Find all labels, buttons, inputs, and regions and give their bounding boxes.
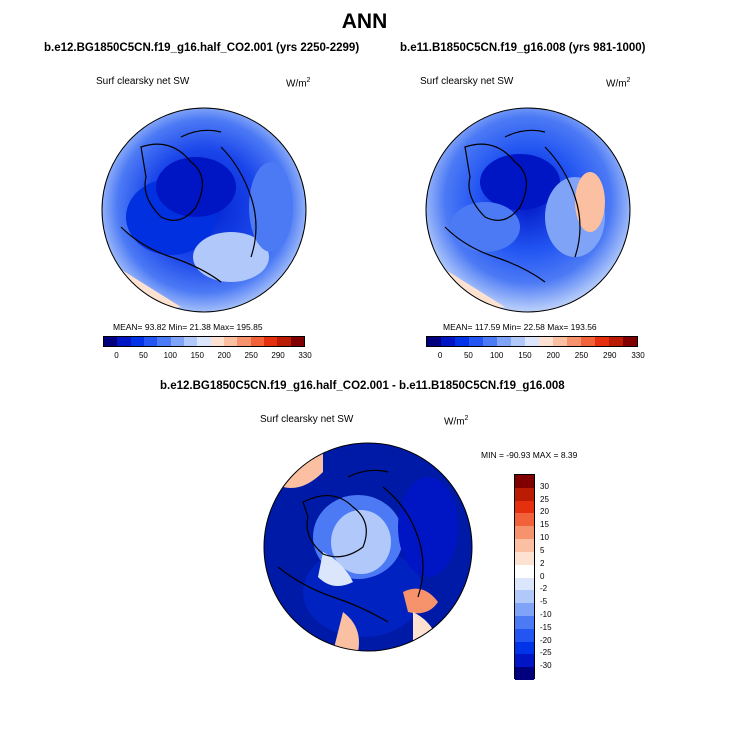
colorbar-swatch — [515, 590, 534, 604]
colorbar-label: 150 — [190, 351, 204, 360]
colorbar-swatch — [609, 337, 623, 346]
left-panel-stats: MEAN= 93.82 Min= 21.38 Max= 195.85 — [113, 322, 263, 332]
colorbar-label: 250 — [574, 351, 589, 360]
left-colorbar — [103, 336, 305, 347]
colorbar-label: 200 — [546, 351, 560, 360]
colorbar-swatch — [263, 337, 278, 346]
colorbar-swatch — [237, 337, 251, 346]
colorbar-swatch — [469, 337, 483, 346]
colorbar-label: 2 — [540, 558, 545, 568]
colorbar-label: 290 — [603, 351, 617, 360]
colorbar-swatch — [130, 337, 144, 346]
colorbar-swatch — [553, 337, 567, 346]
colorbar-label: 20 — [540, 507, 549, 517]
colorbar-label: 50 — [138, 351, 148, 360]
right-panel-units: W/m2 — [606, 77, 631, 90]
colorbar-swatch — [170, 337, 184, 346]
colorbar-swatch — [515, 654, 534, 668]
colorbar-swatch — [515, 526, 534, 540]
colorbar-swatch — [511, 337, 525, 346]
right-panel-case-title: b.e11.B1850C5CN.f19_g16.008 (yrs 981-100… — [400, 42, 646, 54]
right-panel-stats: MEAN= 117.59 Min= 22.58 Max= 193.56 — [443, 322, 597, 332]
right-colorbar-labels: 0 50 100 150 200 250 290 330 — [426, 351, 645, 363]
colorbar-label: 0 — [437, 351, 443, 360]
colorbar-label: 330 — [631, 351, 645, 360]
colorbar-swatch — [277, 337, 291, 346]
colorbar-label: 10 — [540, 533, 549, 543]
colorbar-swatch — [539, 337, 553, 346]
colorbar-swatch — [515, 667, 534, 680]
colorbar-swatch — [515, 641, 534, 655]
colorbar-swatch — [455, 337, 469, 346]
colorbar-swatch — [515, 475, 534, 488]
colorbar-swatch — [595, 337, 609, 346]
colorbar-swatch — [427, 337, 441, 346]
left-panel-variable-label: Surf clearsky net SW — [96, 76, 190, 87]
right-panel-variable-label: Surf clearsky net SW — [420, 76, 514, 87]
diff-panel-units: W/m2 — [444, 415, 469, 428]
colorbar-label: 150 — [518, 351, 532, 360]
colorbar-swatch — [117, 337, 131, 346]
colorbar-swatch — [515, 539, 534, 552]
colorbar-label: 330 — [298, 351, 312, 360]
colorbar-swatch — [104, 337, 118, 346]
left-colorbar-labels: 0 50 100 150 200 250 290 330 — [103, 351, 311, 363]
colorbar-swatch — [515, 628, 534, 642]
colorbar-swatch — [143, 337, 158, 346]
diff-panel-stats: MIN = -90.93 MAX = 8.39 — [481, 450, 578, 460]
colorbar-label: -15 — [540, 622, 552, 632]
colorbar-label: 100 — [163, 351, 178, 360]
colorbar-label: -20 — [540, 635, 552, 645]
colorbar-label: -5 — [540, 597, 548, 607]
left-polar-map — [101, 107, 307, 313]
colorbar-swatch — [581, 337, 595, 346]
colorbar-swatch — [290, 337, 304, 346]
colorbar-label: 50 — [463, 351, 473, 360]
colorbar-label: 25 — [540, 494, 549, 504]
colorbar-label: 0 — [540, 571, 545, 581]
colorbar-label: 0 — [114, 351, 119, 360]
colorbar-swatch — [183, 337, 198, 346]
colorbar-label: 100 — [489, 351, 504, 360]
colorbar-swatch — [515, 615, 534, 629]
colorbar-label: 15 — [540, 520, 549, 530]
colorbar-label: -30 — [540, 661, 552, 671]
colorbar-label: 200 — [217, 351, 231, 360]
right-polar-map — [425, 107, 631, 313]
colorbar-label: -25 — [540, 648, 552, 658]
colorbar-swatch — [250, 337, 264, 346]
colorbar-label: 250 — [244, 351, 258, 360]
figure-title: ANN — [341, 10, 388, 33]
colorbar-label: 30 — [540, 481, 549, 491]
colorbar-swatch — [623, 337, 637, 346]
colorbar-label: -10 — [540, 609, 552, 619]
diff-panel-variable-label: Surf clearsky net SW — [260, 414, 354, 425]
colorbar-swatch — [497, 337, 511, 346]
colorbar-swatch — [197, 337, 211, 346]
colorbar-swatch — [515, 603, 534, 616]
left-panel-case-title: b.e12.BG1850C5CN.f19_g16.half_CO2.001 (y… — [44, 42, 360, 54]
colorbar-swatch — [210, 337, 224, 346]
colorbar-swatch — [515, 577, 534, 591]
colorbar-swatch — [515, 513, 534, 527]
colorbar-swatch — [515, 487, 534, 501]
colorbar-label: 5 — [540, 545, 545, 555]
diff-colorbar — [514, 474, 535, 680]
colorbar-swatch — [525, 337, 539, 346]
colorbar-swatch — [157, 337, 171, 346]
colorbar-label: -2 — [540, 584, 548, 594]
colorbar-swatch — [515, 551, 534, 565]
colorbar-swatch — [223, 337, 238, 346]
colorbar-swatch — [515, 500, 534, 514]
colorbar-label: 290 — [271, 351, 285, 360]
colorbar-swatch — [441, 337, 455, 346]
right-colorbar — [426, 336, 638, 347]
colorbar-swatch — [483, 337, 497, 346]
diff-colorbar-labels: 30 25 20 15 10 5 2 0 -2 -5 -10 -15 -20 -25 -30 — [540, 474, 570, 679]
diff-polar-map — [263, 442, 473, 652]
left-panel-units: W/m2 — [286, 77, 311, 90]
diff-panel-case-title: b.e12.BG1850C5CN.f19_g16.half_CO2.001 - … — [160, 380, 565, 392]
colorbar-swatch — [567, 337, 581, 346]
colorbar-swatch — [515, 564, 534, 578]
